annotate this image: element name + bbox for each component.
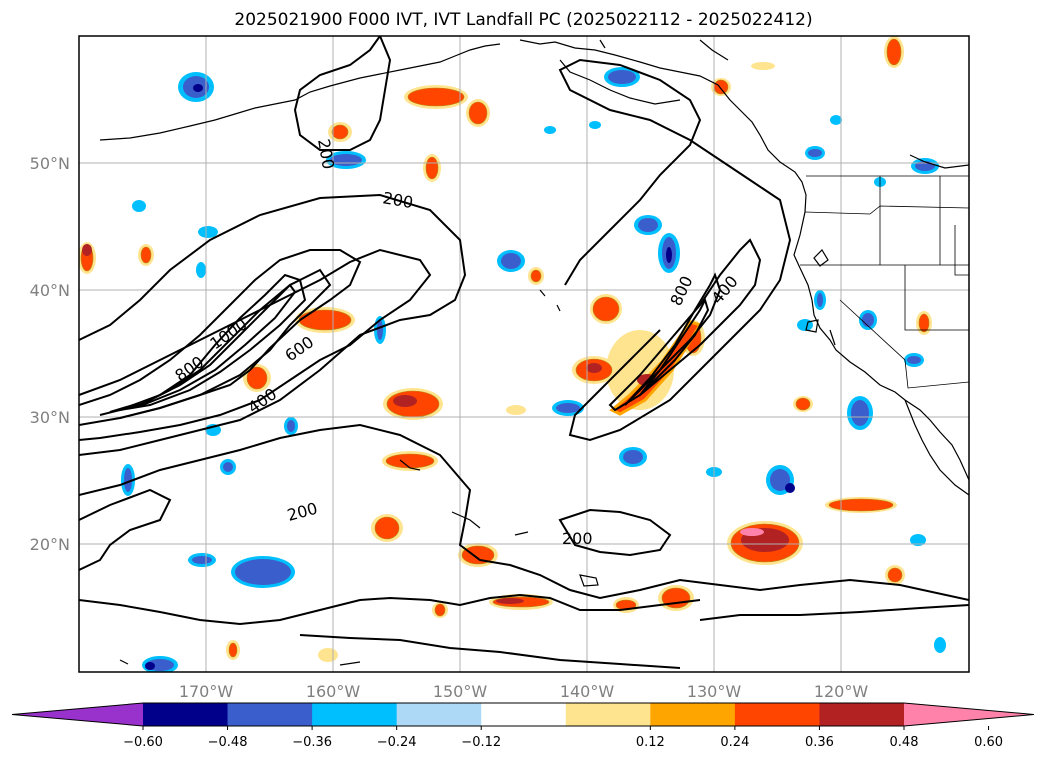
- colorbar-tick-label: 0.48: [890, 735, 919, 750]
- colorbar-tick-label: −0.12: [461, 735, 501, 750]
- colorbar-segment: [819, 703, 905, 726]
- ivt-contours: [79, 36, 969, 669]
- colorbar-tick-label: 0.36: [805, 735, 834, 750]
- colorbar-extend-low: [12, 703, 143, 726]
- lat-label: 20°N: [30, 535, 70, 554]
- colorbar-segment: [227, 703, 313, 726]
- colorbar-tick-label: 0.60: [974, 735, 1003, 750]
- lon-label: 160°W: [306, 682, 361, 701]
- negative-pc-shading: [121, 67, 946, 672]
- colorbar-tick-label: −0.60: [123, 735, 163, 750]
- colorbar-segment: [312, 703, 398, 726]
- map-background: [79, 36, 969, 672]
- colorbar-segment: [565, 703, 651, 726]
- colorbar-segment: [734, 703, 820, 726]
- map-title: 2025021900 F000 IVT, IVT Landfall PC (20…: [234, 10, 813, 30]
- colorbar-tick-label: −0.24: [377, 735, 417, 750]
- longitude-labels: 170°W 160°W 150°W 140°W 130°W 120°W: [179, 682, 869, 701]
- colorbar-tick-label: 0.24: [720, 735, 749, 750]
- lon-label: 150°W: [433, 682, 488, 701]
- latitude-labels: 50°N 40°N 30°N 20°N: [30, 154, 70, 554]
- lon-label: 140°W: [560, 682, 615, 701]
- coastlines: [99, 39, 969, 666]
- colorbar-segment: [481, 703, 567, 726]
- lat-label: 50°N: [30, 154, 70, 173]
- colorbar-tick-label: −0.48: [208, 735, 248, 750]
- colorbar-tick-label: −0.36: [292, 735, 332, 750]
- colorbar-extend-high: [904, 703, 1034, 726]
- lon-label: 170°W: [179, 682, 234, 701]
- lon-label: 130°W: [687, 682, 742, 701]
- political-borders: [800, 175, 969, 389]
- colorbar-segment: [650, 703, 736, 726]
- contour-label: 200: [562, 529, 593, 548]
- lon-label: 120°W: [814, 682, 869, 701]
- map-frame: [78, 35, 970, 673]
- colorbar-segment: [396, 703, 482, 726]
- positive-pc-shading: [79, 36, 932, 662]
- lat-label: 40°N: [30, 281, 70, 300]
- colorbar-segment: [143, 703, 229, 726]
- colorbar: −0.60 −0.48 −0.36 −0.24 −0.12 0.12 0.24 0.36 0.4…: [11, 702, 1035, 750]
- lat-label: 30°N: [30, 408, 70, 427]
- colorbar-tick-label: 0.12: [636, 735, 665, 750]
